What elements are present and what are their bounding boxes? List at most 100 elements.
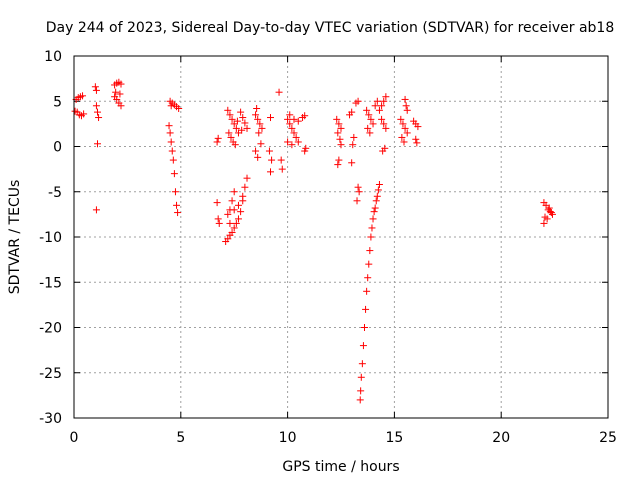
- data-point: [277, 156, 285, 164]
- x-tick-label: 25: [599, 430, 617, 446]
- data-point: [301, 112, 309, 120]
- data-point: [288, 124, 296, 132]
- data-point: [175, 104, 183, 112]
- data-point: [95, 114, 103, 122]
- data-point: [366, 129, 374, 137]
- data-point: [369, 215, 377, 223]
- data-point: [547, 209, 555, 217]
- data-point: [363, 287, 371, 295]
- data-point: [228, 228, 236, 236]
- data-point: [79, 92, 87, 100]
- data-point: [363, 106, 371, 114]
- data-point: [213, 199, 221, 207]
- y-tick-label: 0: [53, 140, 62, 156]
- data-point: [413, 139, 421, 147]
- data-point: [381, 144, 389, 152]
- data-point: [257, 140, 265, 148]
- data-point: [239, 192, 247, 200]
- data-point: [375, 106, 383, 114]
- data-point: [224, 210, 232, 218]
- data-point: [382, 124, 390, 132]
- data-point: [173, 201, 181, 209]
- data-point: [224, 235, 232, 243]
- data-point: [166, 129, 174, 137]
- data-point: [365, 260, 373, 268]
- data-point: [292, 133, 300, 141]
- data-point: [374, 186, 382, 194]
- data-point: [378, 102, 386, 110]
- data-point: [353, 197, 361, 205]
- data-point: [349, 141, 357, 149]
- data-point: [548, 210, 556, 218]
- data-point: [294, 117, 302, 125]
- data-point: [237, 108, 245, 116]
- grid-lines: [74, 56, 608, 418]
- data-point: [92, 86, 100, 94]
- data-point: [168, 147, 176, 155]
- data-point: [93, 140, 101, 148]
- x-tick-labels: 0 5 10 15 20 25: [70, 430, 617, 446]
- data-points: [71, 78, 556, 404]
- data-point: [284, 115, 292, 123]
- data-point: [403, 129, 411, 137]
- data-point: [233, 117, 241, 125]
- data-point: [370, 208, 378, 216]
- data-point: [360, 324, 368, 331]
- data-point: [397, 115, 405, 123]
- data-point: [401, 124, 409, 132]
- data-point: [402, 102, 410, 110]
- y-tick-label: -30: [39, 411, 62, 427]
- x-tick-label: 5: [176, 430, 185, 446]
- data-point: [112, 88, 120, 96]
- data-point: [214, 134, 222, 142]
- data-point: [255, 129, 263, 137]
- data-point: [234, 215, 242, 223]
- data-point: [366, 247, 374, 255]
- data-point: [91, 83, 99, 91]
- y-tick-label: 5: [53, 94, 62, 110]
- data-point: [227, 133, 235, 141]
- data-point: [252, 147, 260, 155]
- data-point: [357, 373, 365, 381]
- data-point: [258, 124, 266, 132]
- data-point: [398, 133, 406, 141]
- data-point: [215, 219, 223, 227]
- data-point: [286, 111, 294, 119]
- data-point: [371, 102, 379, 110]
- x-tick-label: 10: [279, 430, 297, 446]
- plot-frame: [73, 55, 609, 419]
- x-tick-label: 15: [385, 430, 403, 446]
- data-point: [540, 219, 548, 227]
- data-point: [253, 104, 261, 112]
- data-point: [165, 122, 173, 130]
- data-point: [301, 147, 309, 155]
- data-point: [224, 106, 232, 114]
- data-point: [364, 274, 372, 282]
- data-point: [267, 168, 275, 176]
- data-point: [80, 110, 88, 118]
- data-point: [286, 120, 294, 128]
- data-point: [350, 133, 358, 141]
- data-point: [92, 102, 100, 110]
- data-point: [403, 106, 411, 114]
- data-point: [267, 114, 275, 122]
- data-point: [335, 120, 343, 128]
- data-point: [254, 115, 262, 123]
- data-point: [356, 396, 364, 404]
- data-point: [237, 208, 245, 216]
- data-point: [278, 165, 286, 173]
- data-point: [230, 188, 238, 196]
- data-point: [294, 138, 302, 146]
- data-point: [213, 138, 221, 146]
- data-point: [241, 183, 249, 191]
- data-point: [400, 138, 408, 146]
- data-point: [375, 181, 383, 189]
- data-point: [92, 206, 100, 214]
- data-point: [365, 111, 373, 119]
- x-tick-label: 0: [70, 430, 79, 446]
- data-point: [362, 305, 370, 313]
- y-tick-label: -25: [39, 366, 62, 382]
- data-point: [228, 197, 236, 205]
- data-point: [372, 197, 380, 205]
